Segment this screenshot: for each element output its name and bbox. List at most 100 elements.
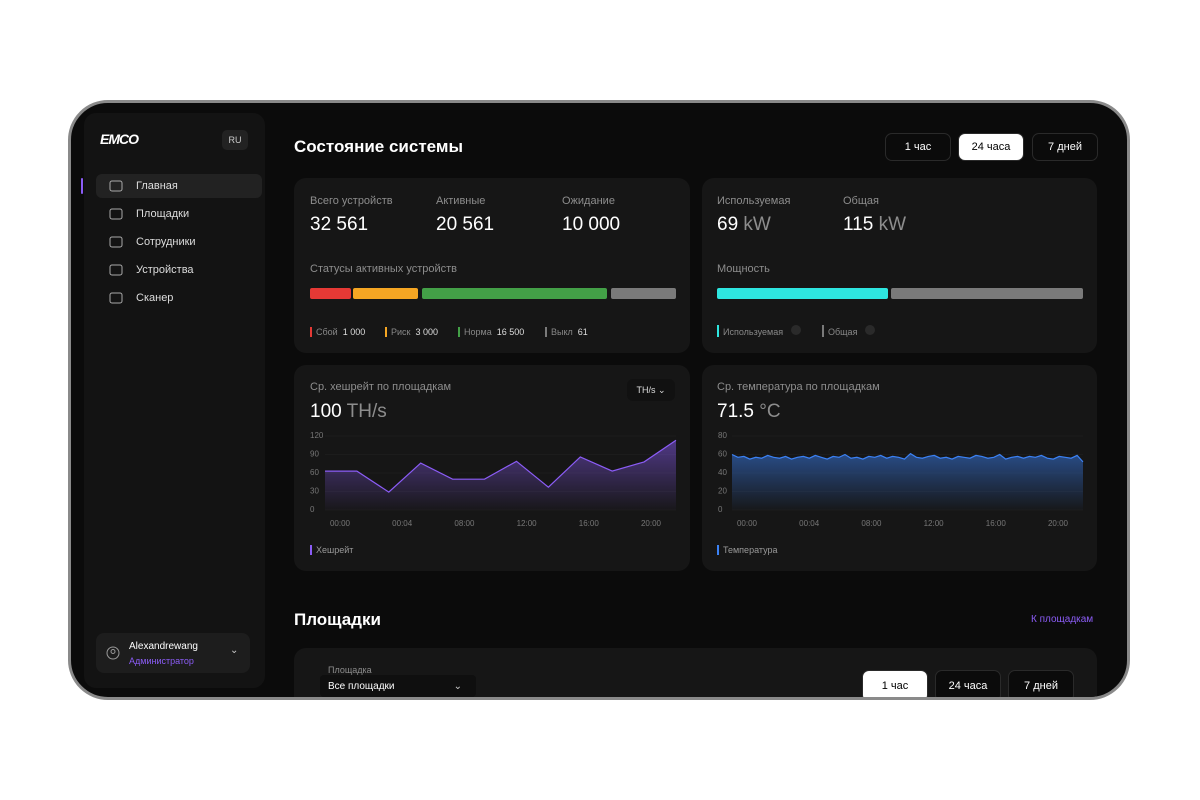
legend-name: Сбой [316, 327, 338, 337]
x-tick-label: 16:00 [579, 519, 600, 528]
y-tick-label: 20 [718, 487, 727, 496]
user-role: Администратор [129, 656, 194, 666]
section-label: Мощность [717, 263, 770, 275]
y-tick-label: 0 [718, 505, 723, 514]
stat-value: 69 kW [717, 214, 771, 236]
y-tick-label: 120 [310, 431, 324, 440]
legend-name: Риск [391, 327, 411, 337]
legend-item: Температура [717, 545, 778, 555]
card-title: Ср. температура по площадкам [717, 381, 880, 393]
hashrate-card: Ср. хешрейт по площадкам 100 TH/s TH/s ⌄… [294, 365, 690, 571]
legend-item: Выкл 61 [545, 327, 588, 337]
nav-label: Сотрудники [136, 236, 196, 248]
stat-value: 10 000 [562, 214, 621, 235]
info-icon [791, 325, 802, 335]
nav-item[interactable]: Сканер [96, 286, 262, 310]
y-tick-label: 60 [718, 450, 727, 459]
legend-value: 1 000 [342, 327, 366, 337]
x-tick-label: 12:00 [517, 519, 538, 528]
filter-label: Площадка [328, 665, 372, 675]
range-button[interactable]: 7 дней [1032, 133, 1098, 161]
legend-value: 16 500 [496, 327, 525, 337]
line [731, 452, 1084, 463]
logo: EMCO [100, 131, 139, 147]
stat-label: Используемая [717, 195, 791, 207]
nav-icon [109, 208, 123, 220]
value: 115 [843, 214, 874, 235]
info-icon [865, 325, 876, 335]
nav-item[interactable]: Площадки [96, 202, 262, 226]
nav-icon [109, 236, 123, 248]
x-tick-label: 00:00 [737, 519, 758, 528]
power-segment [717, 288, 888, 299]
x-tick-label: 00:00 [330, 519, 351, 528]
stat-label: Общая [843, 195, 879, 207]
active-indicator [81, 178, 83, 194]
y-tick-label: 40 [718, 468, 727, 477]
legend-name: Выкл [551, 327, 573, 337]
legend-name: Норма [464, 327, 492, 337]
icon-shape [109, 292, 123, 304]
range-button[interactable]: 7 дней [1008, 670, 1074, 697]
nav-label: Устройства [136, 264, 194, 276]
nav-item[interactable]: Сотрудники [96, 230, 262, 254]
nav-item[interactable]: Главная [96, 174, 262, 198]
language-button[interactable]: RU [222, 130, 248, 150]
icon-shape [109, 236, 123, 248]
unit: kW [878, 214, 907, 235]
section-label: Статусы активных устройств [310, 263, 458, 275]
icon-shape [109, 264, 123, 276]
select-value: Все площадки [328, 680, 395, 692]
temperature-card: Ср. температура по площадкам 71.5 °C 0 20… [702, 365, 1097, 571]
unit-dropdown[interactable]: TH/s ⌄ [627, 379, 675, 401]
status-segment [611, 288, 676, 299]
value: 71.5 [717, 401, 754, 422]
nav-icon [109, 292, 123, 304]
legend-value: 3 000 [415, 327, 439, 337]
y-tick-label: 80 [718, 431, 727, 440]
section-title: Площадки [294, 610, 381, 629]
unit: kW [743, 214, 771, 235]
stat-label: Активные [436, 195, 486, 207]
x-tick-label: 08:00 [454, 519, 475, 528]
x-tick-label: 20:00 [641, 519, 662, 528]
site-select[interactable]: Все площадки ⌄ [320, 675, 476, 697]
power-segment [891, 288, 1083, 299]
page-title: Состояние системы [294, 137, 463, 156]
unit: TH/s [346, 401, 387, 422]
current-value: 100 TH/s [310, 401, 387, 423]
chevron: ⌄ [230, 645, 239, 656]
status-segment [353, 288, 418, 299]
stat-value: 32 561 [310, 214, 369, 235]
chevron: ⌄ [453, 680, 462, 692]
stat-value: 115 kW [843, 214, 906, 236]
dropdown-label: TH/s [636, 385, 656, 395]
legend-item: Норма 16 500 [458, 327, 524, 337]
legend-item: Общая [822, 325, 876, 337]
status-segment [310, 288, 351, 299]
devices-card: Всего устройств 32 561 Активные 20 561 Ожида… [294, 178, 690, 353]
range-button[interactable]: 1 час [862, 670, 928, 697]
nav-item[interactable]: Устройства [96, 258, 262, 282]
nav-label: Главная [136, 180, 178, 192]
legend-value: 61 [577, 327, 588, 337]
range-button[interactable]: 24 часа [958, 133, 1024, 161]
stat-label: Всего устройств [310, 195, 393, 207]
user-card[interactable]: Alexandrewang Администратор ⌄ [96, 633, 250, 673]
range-button[interactable]: 24 часа [935, 670, 1001, 697]
x-tick-label: 12:00 [924, 519, 945, 528]
nav-label: Площадки [136, 208, 190, 220]
stat-value: 20 561 [436, 214, 495, 235]
value: 100 [310, 401, 342, 422]
range-button[interactable]: 1 час [885, 133, 951, 161]
hashrate-chart: 0 30 60 90 120 00:00 00:04 08:00 12:00 16:00 20:00 [310, 431, 677, 528]
stat-label: Ожидание [562, 195, 615, 207]
sites-link[interactable]: К площадкам [1031, 614, 1094, 625]
card-title: Ср. хешрейт по площадкам [310, 381, 452, 393]
current-value: 71.5 °C [717, 401, 781, 423]
legend-item: Используемая [717, 325, 802, 337]
sidebar: EMCO RU Alexandrewang Администратор ⌄ Гл… [81, 113, 265, 688]
unit: °C [759, 401, 781, 422]
x-tick-label: 00:04 [392, 519, 413, 528]
